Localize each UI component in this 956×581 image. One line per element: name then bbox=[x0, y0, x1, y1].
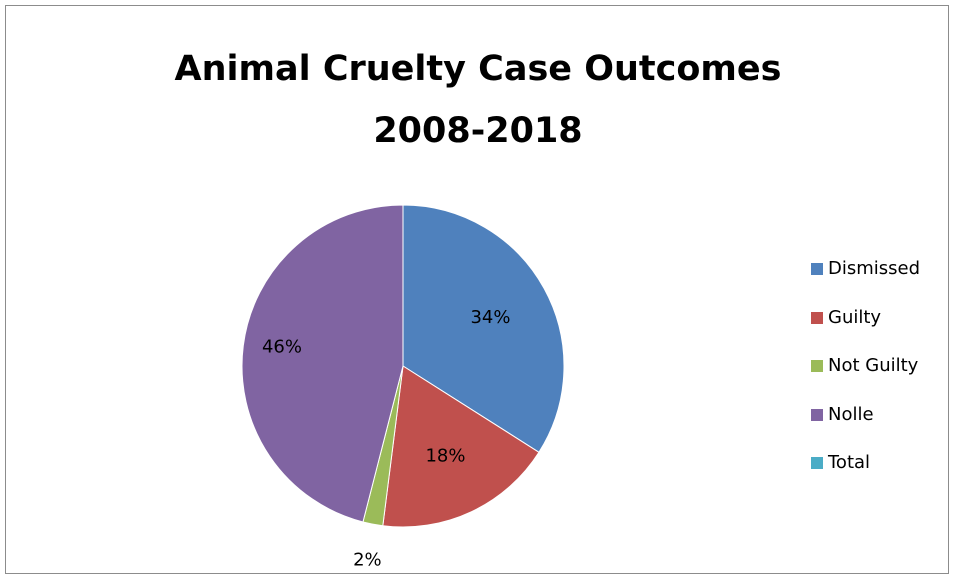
legend-label-dismissed: Dismissed bbox=[828, 258, 921, 279]
legend-label-total: Total bbox=[828, 452, 871, 473]
legend-swatch-total bbox=[811, 457, 823, 469]
legend-item-not-guilty: Not Guilty bbox=[811, 353, 920, 402]
legend-swatch-not-guilty bbox=[811, 360, 823, 372]
legend-label-guilty: Guilty bbox=[828, 306, 882, 328]
legend-item-nolle: Nolle bbox=[811, 402, 920, 451]
legend-swatch-nolle bbox=[811, 408, 823, 421]
legend-label-not-guilty: Not Guilty bbox=[828, 355, 919, 376]
data-label-not-guilty: 2% bbox=[353, 550, 382, 571]
pie-slice-nolle bbox=[241, 204, 404, 523]
legend-swatch-guilty bbox=[811, 311, 823, 324]
chart-title-line-2: 2008-2018 bbox=[373, 111, 583, 151]
data-label-nolle: 46% bbox=[262, 336, 302, 357]
legend-item-dismissed: Dismissed bbox=[811, 256, 920, 305]
legend: Dismissed Guilty Not Guilty Nolle Total bbox=[811, 256, 920, 499]
data-label-dismissed: 34% bbox=[470, 307, 510, 328]
legend-swatch-dismissed bbox=[811, 263, 823, 275]
pie-slice-guilty bbox=[382, 365, 540, 528]
chart-title: Animal Cruelty Case Outcomes 2008-2018 bbox=[0, 38, 956, 162]
chart-title-line-1: Animal Cruelty Case Outcomes bbox=[174, 49, 782, 89]
legend-item-total: Total bbox=[811, 450, 920, 499]
pie-slice-dismissed bbox=[402, 204, 565, 453]
legend-label-nolle: Nolle bbox=[828, 403, 874, 425]
data-label-guilty: 18% bbox=[425, 445, 465, 466]
legend-item-guilty: Guilty bbox=[811, 305, 920, 354]
